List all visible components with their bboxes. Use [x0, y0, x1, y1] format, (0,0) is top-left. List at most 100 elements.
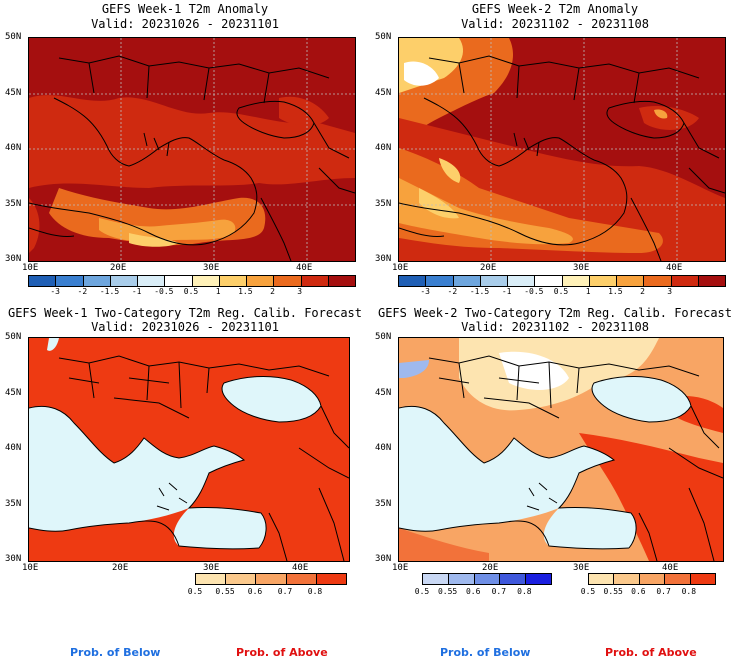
anomaly-map: [398, 37, 726, 262]
colorbar-tick-label: 2: [640, 287, 645, 296]
colorbar-swatch: [196, 574, 227, 584]
anomaly-map-graphic: [399, 38, 725, 261]
colorbar-tick-label: 3: [667, 287, 673, 296]
panel-title: GEFS Week-2 Two-Category T2m Reg. Calib.…: [377, 306, 732, 320]
colorbar-tick-label: 0.8: [307, 587, 323, 596]
colorbar-tick-label: -1: [501, 287, 512, 296]
colorbar-swatch: [83, 276, 111, 286]
colorbar-swatch: [301, 276, 329, 286]
lat-label: 50N: [5, 332, 22, 342]
panel-valid-dates: Valid: 20231102 - 20231108: [461, 320, 649, 334]
lon-label: 10E: [22, 563, 39, 573]
colorbar-swatch: [671, 276, 699, 286]
colorbar-swatch: [256, 574, 287, 584]
colorbar-swatch: [665, 574, 691, 584]
colorbar-tick-label: 0.5: [414, 587, 430, 596]
lat-label: 30N: [375, 554, 392, 564]
colorbar-swatch: [29, 276, 57, 286]
colorbar-tick-label: 0.5: [553, 287, 569, 296]
colorbar-swatch: [589, 574, 615, 584]
week1-anomaly-panel: GEFS Week-1 T2m Anomaly Valid: 20231026 …: [0, 0, 370, 300]
lon-label: 40E: [292, 563, 309, 573]
colorbar-tick-label: 0.6: [465, 587, 481, 596]
colorbar-swatch: [690, 574, 716, 584]
colorbar-tick-label: -3: [420, 287, 430, 296]
lat-label: 45N: [375, 388, 392, 398]
colorbar-tick-label: 1: [215, 287, 221, 296]
colorbar-swatch: [274, 276, 302, 286]
colorbar-swatch: [247, 276, 275, 286]
colorbar-swatch: [508, 276, 536, 286]
colorbar-tick-label: 0.7: [491, 587, 507, 596]
lat-label: 40N: [375, 143, 392, 153]
colorbar-swatch: [535, 276, 563, 286]
prob-below-colorbar: [422, 573, 552, 585]
colorbar-swatch: [589, 276, 617, 286]
colorbar-swatch: [138, 276, 166, 286]
colorbar-swatch: [192, 276, 220, 286]
colorbar-swatch: [480, 276, 508, 286]
colorbar-tick-label: 0.8: [517, 587, 532, 596]
colorbar-swatch: [562, 276, 590, 286]
week1-probability-panel: GEFS Week-1 Two-Category T2m Reg. Calib.…: [0, 300, 370, 662]
probability-map-graphic: [399, 338, 723, 561]
colorbar-tick-label: -2: [77, 287, 88, 296]
colorbar-swatch: [448, 574, 475, 584]
colorbar-tick-label: -0.5: [524, 287, 544, 296]
lon-label: 30E: [573, 263, 590, 273]
anomaly-colorbar-ticks: -3 -2 -1.5 -1 -0.5 0.5 1 1.5 2 3: [28, 287, 354, 297]
lat-label: 35N: [375, 199, 392, 209]
prob-above-colorbar: [588, 573, 716, 585]
lon-label: 10E: [22, 263, 39, 273]
colorbar-swatch: [286, 574, 317, 584]
colorbar-tick-label: 0.6: [631, 587, 646, 596]
anomaly-colorbar: [28, 275, 356, 287]
week2-probability-panel: GEFS Week-2 Two-Category T2m Reg. Calib.…: [370, 300, 740, 662]
colorbar-swatch: [226, 574, 257, 584]
prob-above-colorbar-ticks: 0.5 0.55 0.6 0.7 0.8: [188, 587, 345, 597]
panel-valid-dates: Valid: 20231026 - 20231101: [91, 17, 279, 31]
colorbar-tick-label: -1: [131, 287, 142, 296]
colorbar-swatch: [453, 276, 481, 286]
colorbar-swatch: [399, 276, 427, 286]
week2-anomaly-panel: GEFS Week-2 T2m Anomaly Valid: 20231102 …: [370, 0, 740, 300]
colorbar-tick-label: 0.5: [187, 587, 203, 596]
prob-below-label: Prob. of Below: [440, 646, 531, 659]
lat-label: 35N: [5, 499, 22, 509]
colorbar-tick-label: 1.5: [608, 287, 623, 296]
probability-map-graphic: [29, 338, 349, 561]
colorbar-swatch: [56, 276, 84, 286]
colorbar-tick-label: 2: [270, 287, 275, 296]
lat-label: 35N: [5, 199, 22, 209]
colorbar-tick-label: 0.55: [215, 587, 235, 596]
prob-above-label: Prob. of Above: [236, 646, 328, 659]
panel-title: GEFS Week-2 T2m Anomaly: [471, 2, 639, 16]
probability-map: [398, 337, 724, 562]
panel-valid-dates: Valid: 20231026 - 20231101: [91, 320, 279, 334]
colorbar-swatch: [165, 276, 193, 286]
lat-label: 45N: [375, 88, 392, 98]
colorbar-tick-label: -1.5: [99, 287, 120, 296]
colorbar-tick-label: 0.5: [183, 287, 199, 296]
lon-label: 40E: [662, 563, 679, 573]
colorbar-tick-label: 1.5: [238, 287, 253, 296]
prob-above-label: Prob. of Above: [605, 646, 697, 659]
lat-label: 50N: [5, 32, 22, 42]
anomaly-colorbar: [398, 275, 726, 287]
colorbar-tick-label: 0.55: [437, 587, 458, 596]
lat-label: 40N: [375, 443, 392, 453]
probability-map: [28, 337, 350, 562]
colorbar-tick-label: -3: [50, 287, 60, 296]
lat-label: 45N: [5, 388, 22, 398]
colorbar-swatch: [474, 574, 501, 584]
panel-valid-dates: Valid: 20231102 - 20231108: [461, 17, 649, 31]
colorbar-tick-label: 0.7: [277, 587, 293, 596]
colorbar-swatch: [316, 574, 347, 584]
colorbar-tick-label: 3: [297, 287, 303, 296]
colorbar-tick-label: 1: [585, 287, 591, 296]
prob-above-colorbar: [195, 573, 347, 585]
colorbar-swatch: [617, 276, 645, 286]
colorbar-swatch: [614, 574, 640, 584]
lon-label: 20E: [482, 563, 499, 573]
lat-label: 30N: [375, 254, 392, 264]
